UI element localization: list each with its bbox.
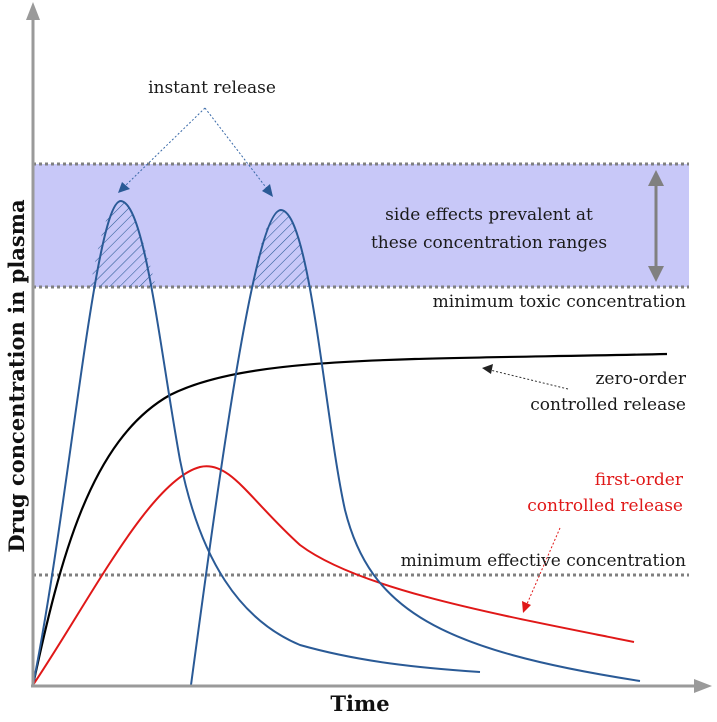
instant-release-arrowhead-right xyxy=(262,184,273,197)
instant-release-curve-2 xyxy=(190,208,641,686)
zero-order-arrow xyxy=(489,369,569,390)
y-axis-arrowhead xyxy=(26,2,40,20)
first-order-label-line1: first-order xyxy=(595,470,684,490)
instant-release-arrowhead-left xyxy=(118,182,130,193)
side-effects-label-line1: side effects prevalent at xyxy=(385,205,593,225)
x-axis-label: Time xyxy=(330,691,389,716)
first-order-arrow xyxy=(526,527,561,605)
first-order-arrowhead xyxy=(522,601,531,613)
zero-order-curve xyxy=(31,352,668,686)
min-effective-label: minimum effective concentration xyxy=(401,551,686,571)
zero-order-arrowhead xyxy=(482,364,493,374)
instant-release-arrow-left xyxy=(123,107,206,188)
instant-release-curve-1 xyxy=(32,199,481,686)
first-order-label-line2: controlled release xyxy=(527,496,683,516)
first-order-curve xyxy=(32,465,635,686)
x-axis-arrowhead xyxy=(694,679,712,693)
zero-order-label-line2: controlled release xyxy=(530,395,686,415)
side-effects-label-line2: these concentration ranges xyxy=(371,233,607,253)
instant-release-label: instant release xyxy=(148,78,276,98)
band-range-arrow-top xyxy=(648,170,664,186)
instant-release-arrow-right xyxy=(204,107,269,191)
band-range-arrow-bottom xyxy=(648,266,664,282)
zero-order-label-line1: zero-order xyxy=(595,369,686,389)
y-axis-label: Drug concentration in plasma xyxy=(4,199,29,553)
min-toxic-label: minimum toxic concentration xyxy=(433,292,686,312)
